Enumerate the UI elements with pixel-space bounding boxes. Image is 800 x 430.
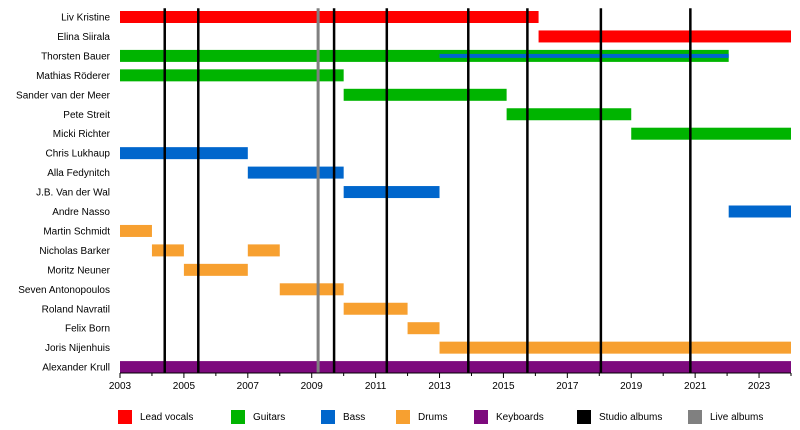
legend-item-guitars: Guitars bbox=[231, 405, 285, 429]
bar-nicholas-barker-drums-1 bbox=[247, 244, 280, 257]
bar-martin-schmidt-drums-0 bbox=[120, 224, 152, 237]
member-label-elina-siirala: Elina Siirala bbox=[57, 32, 110, 43]
legend-item-lead-vocals: Lead vocals bbox=[118, 405, 193, 429]
bar-andre-nasso-bass-0 bbox=[728, 205, 791, 218]
legend-swatch-live-albums bbox=[688, 410, 702, 424]
member-label-mathias-r-derer: Mathias Röderer bbox=[36, 71, 111, 82]
x-tick-label-2009: 2009 bbox=[301, 381, 324, 392]
bar-pete-streit-guitars-0 bbox=[506, 108, 632, 121]
legend-swatch-lead-vocals bbox=[118, 410, 132, 424]
member-label-moritz-neuner: Moritz Neuner bbox=[47, 265, 110, 276]
member-label-alla-fedynitch: Alla Fedynitch bbox=[47, 168, 110, 179]
legend-swatch-drums bbox=[396, 410, 410, 424]
chart-legend: Lead vocals Guitars Bass Drums Keyboards… bbox=[0, 405, 800, 429]
legend-label-studio-albums: Studio albums bbox=[599, 411, 663, 423]
member-label-chris-lukhaup: Chris Lukhaup bbox=[46, 149, 111, 160]
member-label-micki-richter: Micki Richter bbox=[53, 129, 111, 140]
legend-label-bass: Bass bbox=[343, 411, 366, 423]
bar-moritz-neuner-drums-0 bbox=[183, 263, 248, 276]
legend-label-lead-vocals: Lead vocals bbox=[140, 411, 194, 423]
bar-micki-richter-guitars-0 bbox=[631, 127, 791, 140]
bar-joris-nijenhuis-drums-0 bbox=[439, 341, 791, 354]
bar-thorsten-bauer-bass-1 bbox=[439, 53, 729, 58]
x-tick-label-2005: 2005 bbox=[173, 381, 196, 392]
x-tick-label-2007: 2007 bbox=[237, 381, 260, 392]
legend-label-drums: Drums bbox=[418, 411, 448, 423]
x-tick-label-2003: 2003 bbox=[109, 381, 132, 392]
bar-roland-navratil-drums-0 bbox=[343, 302, 408, 315]
x-tick-label-2023: 2023 bbox=[748, 381, 771, 392]
x-tick-label-2013: 2013 bbox=[428, 381, 451, 392]
bar-felix-born-drums-0 bbox=[407, 322, 440, 335]
legend-swatch-bass bbox=[321, 410, 335, 424]
legend-swatch-keyboards bbox=[474, 410, 488, 424]
bar-alexander-krull-keyboards-0 bbox=[120, 361, 791, 374]
bar-liv-kristine-lead-vocals-0 bbox=[120, 11, 539, 23]
member-label-felix-born: Felix Born bbox=[65, 324, 110, 335]
bar-j-b-van-der-wal-bass-0 bbox=[343, 186, 440, 199]
legend-item-bass: Bass bbox=[321, 405, 365, 429]
legend-item-live-albums: Live albums bbox=[688, 405, 763, 429]
bar-seven-antonopoulos-drums-0 bbox=[279, 283, 344, 296]
member-label-sander-van-der-meer: Sander van der Meer bbox=[16, 90, 111, 101]
x-tick-label-2017: 2017 bbox=[556, 381, 579, 392]
member-label-j-b-van-der-wal: J.B. Van der Wal bbox=[36, 188, 110, 199]
x-tick-label-2021: 2021 bbox=[684, 381, 707, 392]
legend-swatch-studio-albums bbox=[577, 410, 591, 424]
member-label-roland-navratil: Roland Navratil bbox=[42, 304, 110, 315]
legend-label-guitars: Guitars bbox=[253, 411, 286, 423]
legend-label-keyboards: Keyboards bbox=[496, 411, 544, 423]
bar-mathias-r-derer-guitars-0 bbox=[120, 69, 344, 82]
member-label-martin-schmidt: Martin Schmidt bbox=[43, 226, 110, 237]
bar-alla-fedynitch-bass-0 bbox=[247, 166, 344, 179]
bar-elina-siirala-lead-vocals-0 bbox=[538, 30, 791, 43]
member-label-nicholas-barker: Nicholas Barker bbox=[39, 246, 110, 257]
member-label-pete-streit: Pete Streit bbox=[63, 110, 110, 121]
band-timeline-chart: Liv Kristine Elina Siirala Thorsten Bauer M… bbox=[16, 8, 792, 392]
x-tick-label-2011: 2011 bbox=[365, 381, 387, 392]
member-label-seven-antonopoulos: Seven Antonopoulos bbox=[18, 285, 110, 296]
bar-thorsten-bauer-guitars-0 bbox=[120, 49, 729, 62]
legend-item-studio-albums: Studio albums bbox=[577, 405, 662, 429]
legend-swatch-guitars bbox=[231, 410, 245, 424]
member-label-andre-nasso: Andre Nasso bbox=[52, 207, 110, 218]
x-tick-label-2019: 2019 bbox=[620, 381, 643, 392]
x-tick-label-2015: 2015 bbox=[492, 381, 515, 392]
member-label-liv-kristine: Liv Kristine bbox=[61, 13, 110, 24]
member-label-joris-nijenhuis: Joris Nijenhuis bbox=[45, 343, 110, 354]
member-label-alexander-krull: Alexander Krull bbox=[42, 363, 110, 374]
legend-item-keyboards: Keyboards bbox=[474, 405, 544, 429]
bar-chris-lukhaup-bass-0 bbox=[120, 147, 248, 160]
bar-nicholas-barker-drums-0 bbox=[151, 244, 184, 257]
legend-label-live-albums: Live albums bbox=[710, 411, 764, 423]
legend-item-drums: Drums bbox=[396, 405, 447, 429]
member-label-thorsten-bauer: Thorsten Bauer bbox=[41, 51, 111, 62]
bar-sander-van-der-meer-guitars-0 bbox=[343, 88, 507, 101]
